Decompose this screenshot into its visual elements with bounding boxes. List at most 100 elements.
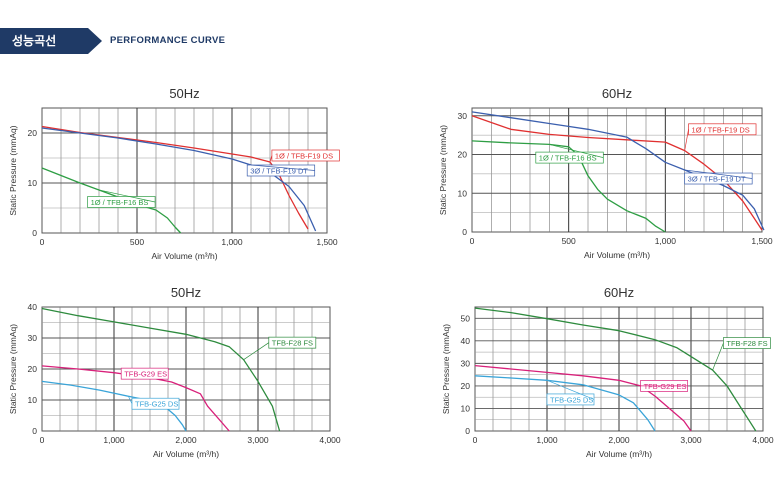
x-tick-label: 2,000 — [175, 435, 197, 445]
series-line — [41, 307, 281, 432]
y-tick-label: 10 — [28, 395, 38, 405]
performance-chart-bottom-left: 50Hz 0 1,000 2,000 3,000 4,000 0 10 20 30 40 Air Vo… — [8, 285, 341, 459]
x-tick-label: 4,000 — [752, 435, 774, 445]
y-tick-label: 10 — [28, 178, 38, 188]
series-label: 1Ø / TFB-F19 DS — [275, 152, 333, 161]
series-label: 3Ø / TFB-F19 DT — [250, 167, 308, 176]
series-callout: 1Ø / TFB-F16 BS — [535, 144, 604, 164]
performance-chart-top-right: 60Hz 0 500 1,000 1,500 0 10 20 30 Air Volume (m³/… — [438, 86, 773, 260]
x-tick-label: 1,000 — [655, 236, 677, 246]
series-label-leader — [549, 144, 604, 158]
series-label-leader — [128, 396, 133, 404]
y-axis-label: Static Pressure (mmAq) — [8, 324, 18, 414]
series-callout: TFB-G25 DS — [546, 379, 595, 406]
series-label-box — [546, 393, 595, 406]
y-tick-label: 20 — [28, 128, 38, 138]
x-axis-label: Air Volume (m³/h) — [153, 449, 219, 459]
x-tick-label: 1,000 — [103, 435, 125, 445]
chart-title: 60Hz — [604, 285, 634, 300]
series-label: TFB-G29 ES — [644, 382, 687, 391]
y-tick-label: 10 — [461, 403, 471, 413]
x-axis-label: Air Volume (m³/h) — [584, 250, 650, 260]
series-label: TFB-G25 DS — [135, 400, 178, 409]
series-callout: TFB-F28 FS — [243, 336, 317, 360]
series-line — [474, 364, 692, 432]
series-line — [471, 115, 763, 231]
x-axis-label: Air Volume (m³/h) — [586, 449, 652, 459]
series-label-leader — [250, 164, 315, 171]
series-callout: 3Ø / TFB-F19 DT — [246, 164, 316, 177]
series-label-box — [723, 337, 771, 349]
y-tick-label: 0 — [32, 426, 37, 436]
series-label-box — [268, 336, 317, 349]
series-line — [41, 365, 230, 432]
series-line — [474, 375, 656, 432]
y-tick-label: 30 — [458, 111, 468, 121]
series-callout: 1Ø / TFB-F19 DS — [684, 123, 757, 151]
performance-chart-top-left: 50Hz 0 500 1,000 1,500 0 10 20 Air Volume (m³/h)… — [8, 86, 340, 261]
series-label: 3Ø / TFB-F19 DT — [688, 175, 746, 184]
y-tick-label: 30 — [28, 333, 38, 343]
x-tick-label: 0 — [470, 236, 475, 246]
x-tick-label: 0 — [40, 237, 45, 247]
x-tick-label: 0 — [40, 435, 45, 445]
y-tick-label: 40 — [28, 302, 38, 312]
x-tick-label: 4,000 — [319, 435, 341, 445]
section-header: 성능곡선 PERFORMANCE CURVE — [0, 28, 779, 56]
plot-frame — [471, 107, 763, 233]
y-tick-label: 30 — [461, 358, 471, 368]
y-axis-label: Static Pressure (mmAq) — [438, 125, 448, 215]
plot-frame — [41, 107, 328, 234]
series-label: 1Ø / TFB-F16 BS — [91, 198, 149, 207]
series-label-leader — [269, 155, 273, 163]
section-title-arrow — [88, 28, 102, 54]
x-tick-label: 1,500 — [751, 236, 773, 246]
series-callout: TFB-F28 FS — [712, 337, 771, 371]
y-tick-label: 0 — [32, 228, 37, 238]
y-tick-label: 10 — [458, 188, 468, 198]
series-label: TFB-F28 FS — [272, 339, 313, 348]
y-tick-label: 20 — [461, 381, 471, 391]
series-label-leader — [113, 372, 122, 374]
y-tick-label: 0 — [462, 227, 467, 237]
x-tick-label: 0 — [473, 435, 478, 445]
series-label-leader — [243, 342, 269, 360]
section-subtitle: PERFORMANCE CURVE — [110, 35, 226, 46]
series-callout: TFB-G29 ES — [640, 380, 688, 392]
y-tick-label: 0 — [465, 426, 470, 436]
chart-title: 50Hz — [169, 86, 199, 101]
y-axis-label: Static Pressure (mmAq) — [441, 324, 451, 414]
series-label: TFB-G29 ES — [124, 370, 167, 379]
series-line — [471, 140, 666, 233]
series-label: 1Ø / TFB-F16 BS — [539, 154, 597, 163]
series-label-box — [684, 172, 753, 185]
series-label-leader — [684, 169, 753, 179]
x-tick-label: 500 — [562, 236, 576, 246]
series-label-leader — [684, 129, 689, 151]
performance-chart-bottom-right: 60Hz 0 1,000 2,000 3,000 4,000 0 10 20 30 40 50 Air … — [441, 285, 774, 459]
chart-title: 60Hz — [602, 86, 632, 101]
x-tick-label: 1,500 — [316, 237, 338, 247]
series-line — [474, 307, 757, 432]
x-tick-label: 1,000 — [536, 435, 558, 445]
y-tick-label: 40 — [461, 336, 471, 346]
series-label-leader — [546, 379, 595, 400]
y-axis-label: Static Pressure (mmAq) — [8, 125, 18, 215]
series-callout: 1Ø / TFB-F19 DS — [269, 149, 340, 163]
y-tick-label: 50 — [461, 313, 471, 323]
section-title: 성능곡선 — [0, 28, 88, 54]
x-axis-label: Air Volume (m³/h) — [151, 251, 217, 261]
series-label-leader — [98, 189, 156, 203]
x-tick-label: 3,000 — [680, 435, 702, 445]
x-tick-label: 3,000 — [247, 435, 269, 445]
y-tick-label: 20 — [458, 150, 468, 160]
series-callout: 3Ø / TFB-F19 DT — [684, 169, 753, 185]
series-callout: TFB-G29 ES — [113, 367, 169, 380]
series-callout: TFB-G25 DS — [128, 396, 180, 410]
series-label-leader — [712, 342, 724, 371]
y-tick-label: 20 — [28, 364, 38, 374]
x-tick-label: 1,000 — [221, 237, 243, 247]
series-line — [471, 111, 765, 231]
series-label: TFB-F28 FS — [726, 339, 767, 348]
series-label: TFB-G25 DS — [550, 395, 593, 404]
